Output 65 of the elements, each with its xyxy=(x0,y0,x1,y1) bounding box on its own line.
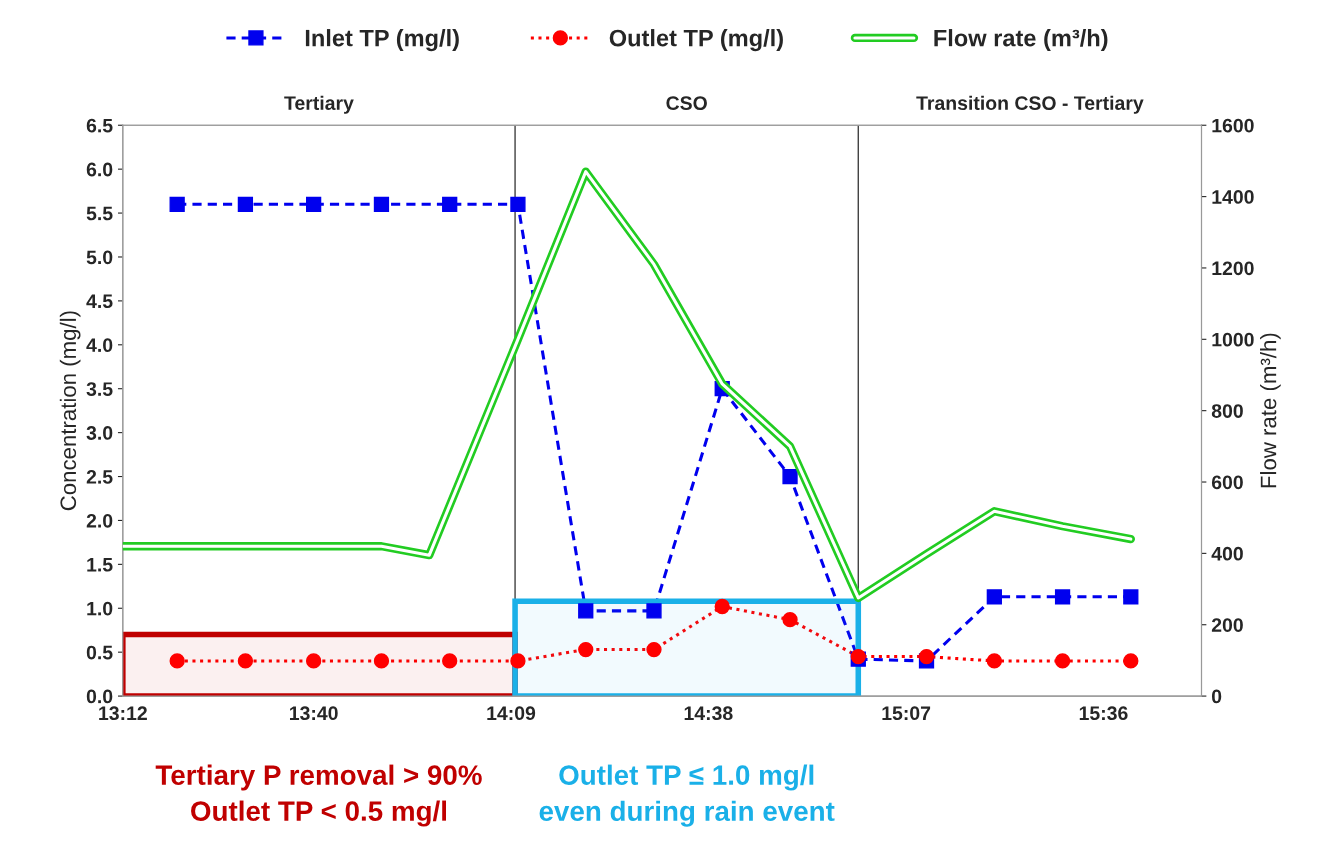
y2-tick-label: 200 xyxy=(1211,618,1243,632)
y2-tick-label: 0 xyxy=(1211,689,1222,704)
x-tick-label: 15:07 xyxy=(882,706,931,721)
y-tick-label: 0.0 xyxy=(86,689,113,704)
point xyxy=(714,598,730,615)
point xyxy=(373,196,390,212)
text: Transition CSO - Tertiary xyxy=(916,95,1144,114)
point xyxy=(646,603,662,619)
point xyxy=(1054,589,1071,605)
point xyxy=(169,196,185,212)
y-tick-label: 3.5 xyxy=(86,382,113,396)
y2-tick-label: 800 xyxy=(1211,404,1243,418)
point xyxy=(510,196,526,212)
text: Tertiary P removal > 90% Outlet TP < 0.5 mg/l xyxy=(155,764,482,827)
text: CSO xyxy=(666,96,707,110)
y-tick-label: 3.0 xyxy=(86,426,113,440)
point xyxy=(237,196,254,212)
point xyxy=(986,589,1002,605)
y-tick-label: 0.5 xyxy=(86,645,113,660)
y-tick-label: 5.5 xyxy=(86,206,113,221)
x-tick-label: 15:36 xyxy=(1079,706,1128,721)
point xyxy=(1123,653,1139,669)
y2-tick-label: 600 xyxy=(1211,475,1243,490)
y-tick-label: 1.5 xyxy=(87,558,113,572)
point xyxy=(1054,653,1071,669)
y-tick-label: 2.0 xyxy=(86,513,113,528)
point xyxy=(510,653,526,669)
y-tick-label: 2.5 xyxy=(86,470,113,484)
point xyxy=(578,603,594,619)
point xyxy=(169,653,185,669)
point xyxy=(442,653,458,669)
point xyxy=(782,612,798,628)
x-tick-label: 14:09 xyxy=(487,706,536,721)
y-tick-label: 5.0 xyxy=(86,250,113,265)
y-tick-label: 4.5 xyxy=(86,294,113,309)
y-tick-label: 4.0 xyxy=(86,338,113,353)
x-tick-label: 14:38 xyxy=(684,706,733,721)
y2-tick-label: 1200 xyxy=(1212,261,1254,276)
y2-axis-title: Flow rate (m³/h) xyxy=(1260,333,1281,488)
point xyxy=(578,641,594,658)
legend-label: Flow rate (m³/h) xyxy=(934,29,1108,52)
legend-label: Outlet TP (mg/l) xyxy=(609,29,783,52)
y2-tick-label: 400 xyxy=(1211,546,1243,561)
point xyxy=(305,196,322,212)
y2-tick-label: 1600 xyxy=(1212,118,1254,133)
point xyxy=(442,196,458,212)
point xyxy=(305,653,322,669)
point xyxy=(918,648,935,665)
x-tick-label: 13:12 xyxy=(99,706,147,721)
y2-tick-label: 1000 xyxy=(1212,332,1254,347)
x-tick-label: 13:40 xyxy=(289,706,338,721)
y-tick-label: 6.5 xyxy=(86,118,113,133)
y-axis-title: Concentration (mg/l) xyxy=(59,311,81,511)
legend-label: Inlet TP (mg/l) xyxy=(305,29,459,52)
point xyxy=(237,653,254,669)
y-tick-label: 1.0 xyxy=(87,601,113,616)
y-tick-label: 6.0 xyxy=(86,162,113,177)
point xyxy=(1123,589,1139,605)
text: Outlet TP ≤ 1.0 mg/l even during rain event xyxy=(539,764,835,827)
y2-tick-label: 1400 xyxy=(1212,190,1254,204)
point xyxy=(373,653,390,669)
point xyxy=(646,641,662,658)
point xyxy=(986,653,1002,669)
text: Tertiary xyxy=(284,95,354,114)
point xyxy=(782,468,798,485)
